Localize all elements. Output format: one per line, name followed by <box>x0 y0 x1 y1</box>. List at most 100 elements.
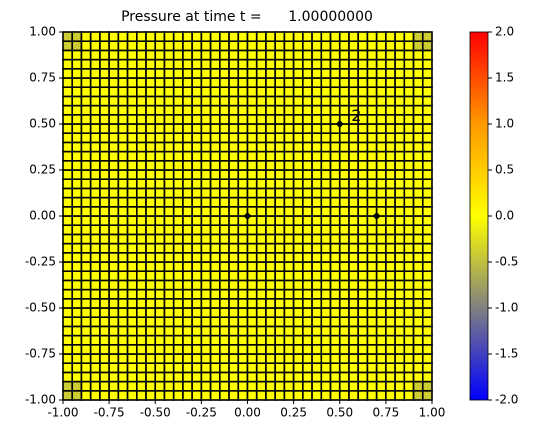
heatmap-cell <box>292 233 304 245</box>
heatmap-cell <box>200 141 212 153</box>
heatmap-cell <box>246 389 258 401</box>
heatmap-cell <box>311 150 323 162</box>
heatmap-cell <box>228 353 240 364</box>
heatmap-cell <box>320 215 332 226</box>
heatmap-cell <box>311 325 323 337</box>
heatmap-cell <box>403 252 415 263</box>
heatmap-cell <box>62 58 74 70</box>
heatmap-cell <box>283 206 295 217</box>
heatmap-cell <box>394 261 406 272</box>
heatmap-cell <box>117 68 129 79</box>
heatmap-cell <box>385 343 396 355</box>
heatmap-cell <box>403 86 415 98</box>
heatmap-cell <box>302 252 313 263</box>
heatmap-cell <box>219 316 230 328</box>
heatmap-cell <box>421 132 433 144</box>
heatmap-cell <box>338 160 350 171</box>
heatmap-cell <box>89 242 101 254</box>
heatmap-cell <box>302 261 313 272</box>
heatmap-cell <box>274 307 286 318</box>
heatmap-cell <box>136 141 147 153</box>
heatmap-cell <box>283 334 295 346</box>
heatmap-cell <box>172 40 184 52</box>
heatmap-cell <box>283 104 295 116</box>
heatmap-cell <box>348 261 360 272</box>
heatmap-cell <box>145 261 157 272</box>
heatmap-cell <box>311 224 323 236</box>
heatmap-cell <box>255 77 267 88</box>
heatmap-cell <box>228 215 240 226</box>
heatmap-cell <box>412 325 424 337</box>
heatmap-cell <box>329 279 341 291</box>
heatmap-cell <box>375 316 387 328</box>
heatmap-cell <box>71 178 83 190</box>
heatmap-cell <box>89 307 101 318</box>
heatmap-cell <box>385 389 396 401</box>
heatmap-cell <box>71 196 83 208</box>
heatmap-cell <box>117 316 129 328</box>
heatmap-cell <box>219 206 230 217</box>
heatmap-cell <box>385 86 396 98</box>
heatmap-cell <box>154 86 166 98</box>
heatmap-cell <box>136 215 147 226</box>
heatmap-cell <box>191 40 203 52</box>
heatmap-cell <box>80 77 92 88</box>
heatmap-cell <box>255 343 267 355</box>
heatmap-cell <box>421 270 433 282</box>
heatmap-cell <box>357 224 369 236</box>
heatmap-cell <box>89 233 101 245</box>
heatmap-cell <box>255 297 267 309</box>
heatmap-cell <box>136 187 147 199</box>
heatmap-cell <box>200 104 212 116</box>
heatmap-cell <box>385 224 396 236</box>
heatmap-cell <box>237 270 249 282</box>
heatmap-cell <box>255 389 267 401</box>
heatmap-cell <box>228 261 240 272</box>
heatmap-cell <box>182 307 193 318</box>
heatmap-cell <box>302 242 313 254</box>
heatmap-cell <box>172 252 184 263</box>
heatmap-cell <box>283 95 295 107</box>
heatmap-cell <box>99 150 110 162</box>
heatmap-cell <box>302 224 313 236</box>
heatmap-cell <box>209 389 221 401</box>
heatmap-cell <box>191 261 203 272</box>
heatmap-cell <box>329 86 341 98</box>
heatmap-cell <box>320 160 332 171</box>
heatmap-cell <box>329 288 341 300</box>
heatmap-cell <box>375 297 387 309</box>
heatmap-cell <box>182 77 193 88</box>
heatmap-cell <box>209 307 221 318</box>
heatmap-cell <box>375 95 387 107</box>
heatmap-cell <box>311 196 323 208</box>
heatmap-cell <box>320 279 332 291</box>
heatmap-cell <box>219 150 230 162</box>
heatmap-cell <box>191 297 203 309</box>
heatmap-cell <box>311 279 323 291</box>
heatmap-cell <box>385 123 396 134</box>
heatmap-cell <box>80 58 92 70</box>
heatmap-cell <box>136 252 147 263</box>
heatmap-cell <box>403 334 415 346</box>
heatmap-cell <box>71 233 83 245</box>
heatmap-cell <box>163 252 175 263</box>
colorbar-tick-label: -2.0 <box>495 393 518 407</box>
heatmap-cell <box>191 187 203 199</box>
heatmap-cell <box>209 353 221 364</box>
heatmap-cell <box>209 242 221 254</box>
heatmap-cell <box>394 288 406 300</box>
heatmap-cell <box>421 169 433 180</box>
heatmap-cell <box>255 261 267 272</box>
heatmap-cell <box>99 40 110 52</box>
heatmap-cell <box>302 215 313 226</box>
heatmap-cell <box>99 58 110 70</box>
heatmap-cell <box>209 77 221 88</box>
heatmap-cell <box>117 206 129 217</box>
heatmap-cell <box>200 343 212 355</box>
heatmap-cell <box>182 215 193 226</box>
heatmap-cell <box>136 68 147 79</box>
heatmap-cell <box>209 362 221 374</box>
heatmap-cell <box>283 279 295 291</box>
heatmap-cell <box>283 141 295 153</box>
heatmap-cell <box>320 353 332 364</box>
